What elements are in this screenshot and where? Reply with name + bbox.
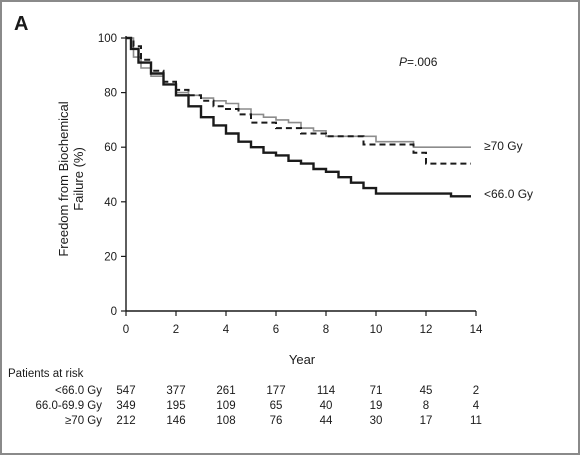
risk-row-label: 66.0-69.9 Gy <box>36 400 103 412</box>
risk-cell: 44 <box>320 415 333 427</box>
risk-cell: 30 <box>370 415 383 427</box>
risk-cell: 76 <box>270 415 283 427</box>
risk-cell: 65 <box>270 400 283 412</box>
risk-cell: 212 <box>116 415 135 427</box>
risk-cell: 146 <box>166 415 185 427</box>
risk-cell: 195 <box>166 400 185 412</box>
risk-cell: 108 <box>216 415 235 427</box>
risk-table: Patients at risk <66.0 Gy 547 377 261 177 114… <box>8 368 482 427</box>
risk-cell: 17 <box>420 415 433 427</box>
risk-cell: 11 <box>470 415 482 427</box>
risk-cell: 19 <box>370 400 383 412</box>
risk-cell: 547 <box>116 385 135 397</box>
x-axis-label: Year <box>289 352 316 367</box>
y-tick-label: 20 <box>104 251 117 263</box>
p-value-prefix: P <box>399 55 407 69</box>
y-tick-label: 60 <box>104 142 117 154</box>
risk-cell: 40 <box>320 400 333 412</box>
series-line-0 <box>126 36 471 198</box>
y-axis-label: Freedom from Biochemical Failure (%) <box>56 101 86 256</box>
risk-cell: 8 <box>423 400 429 412</box>
curve-label-ge70: ≥70 Gy <box>484 139 523 153</box>
risk-cell: 4 <box>473 400 480 412</box>
x-tick-label: 6 <box>273 324 279 336</box>
axes: 0 20 40 60 80 100 0 2 4 6 8 10 12 14 <box>98 33 483 336</box>
risk-cell: 261 <box>216 385 235 397</box>
p-value: P=.006 <box>399 55 438 69</box>
panel-label: A <box>14 13 28 35</box>
series-line-1 <box>126 37 471 165</box>
y-axis-label-line2: Failure (%) <box>71 147 86 211</box>
x-tick-label: 4 <box>223 324 230 336</box>
x-tick-label: 0 <box>123 324 129 336</box>
y-tick-label: 0 <box>111 306 117 318</box>
y-axis-label-line1: Freedom from Biochemical <box>56 101 71 256</box>
p-value-number: =.006 <box>407 55 438 69</box>
survival-curves <box>126 36 471 198</box>
risk-cell: 177 <box>266 385 285 397</box>
risk-cell: 109 <box>216 400 235 412</box>
y-tick-label: 100 <box>98 33 117 45</box>
x-tick-label: 10 <box>370 324 383 336</box>
risk-row-label: ≥70 Gy <box>65 415 102 427</box>
x-tick-label: 2 <box>173 324 179 336</box>
risk-table-title: Patients at risk <box>8 368 84 380</box>
curve-label-lt66: <66.0 Gy <box>484 187 533 201</box>
risk-cell: 114 <box>317 385 336 397</box>
risk-cell: 349 <box>116 400 135 412</box>
y-tick-label: 80 <box>104 88 117 100</box>
risk-row-label: <66.0 Gy <box>55 385 102 397</box>
y-tick-label: 40 <box>104 197 117 209</box>
x-tick-label: 12 <box>420 324 433 336</box>
risk-cell: 45 <box>420 385 433 397</box>
x-tick-label: 14 <box>470 324 483 336</box>
risk-cell: 71 <box>370 385 383 397</box>
risk-cell: 377 <box>166 385 185 397</box>
x-tick-label: 8 <box>323 324 329 336</box>
risk-cell: 2 <box>473 385 479 397</box>
